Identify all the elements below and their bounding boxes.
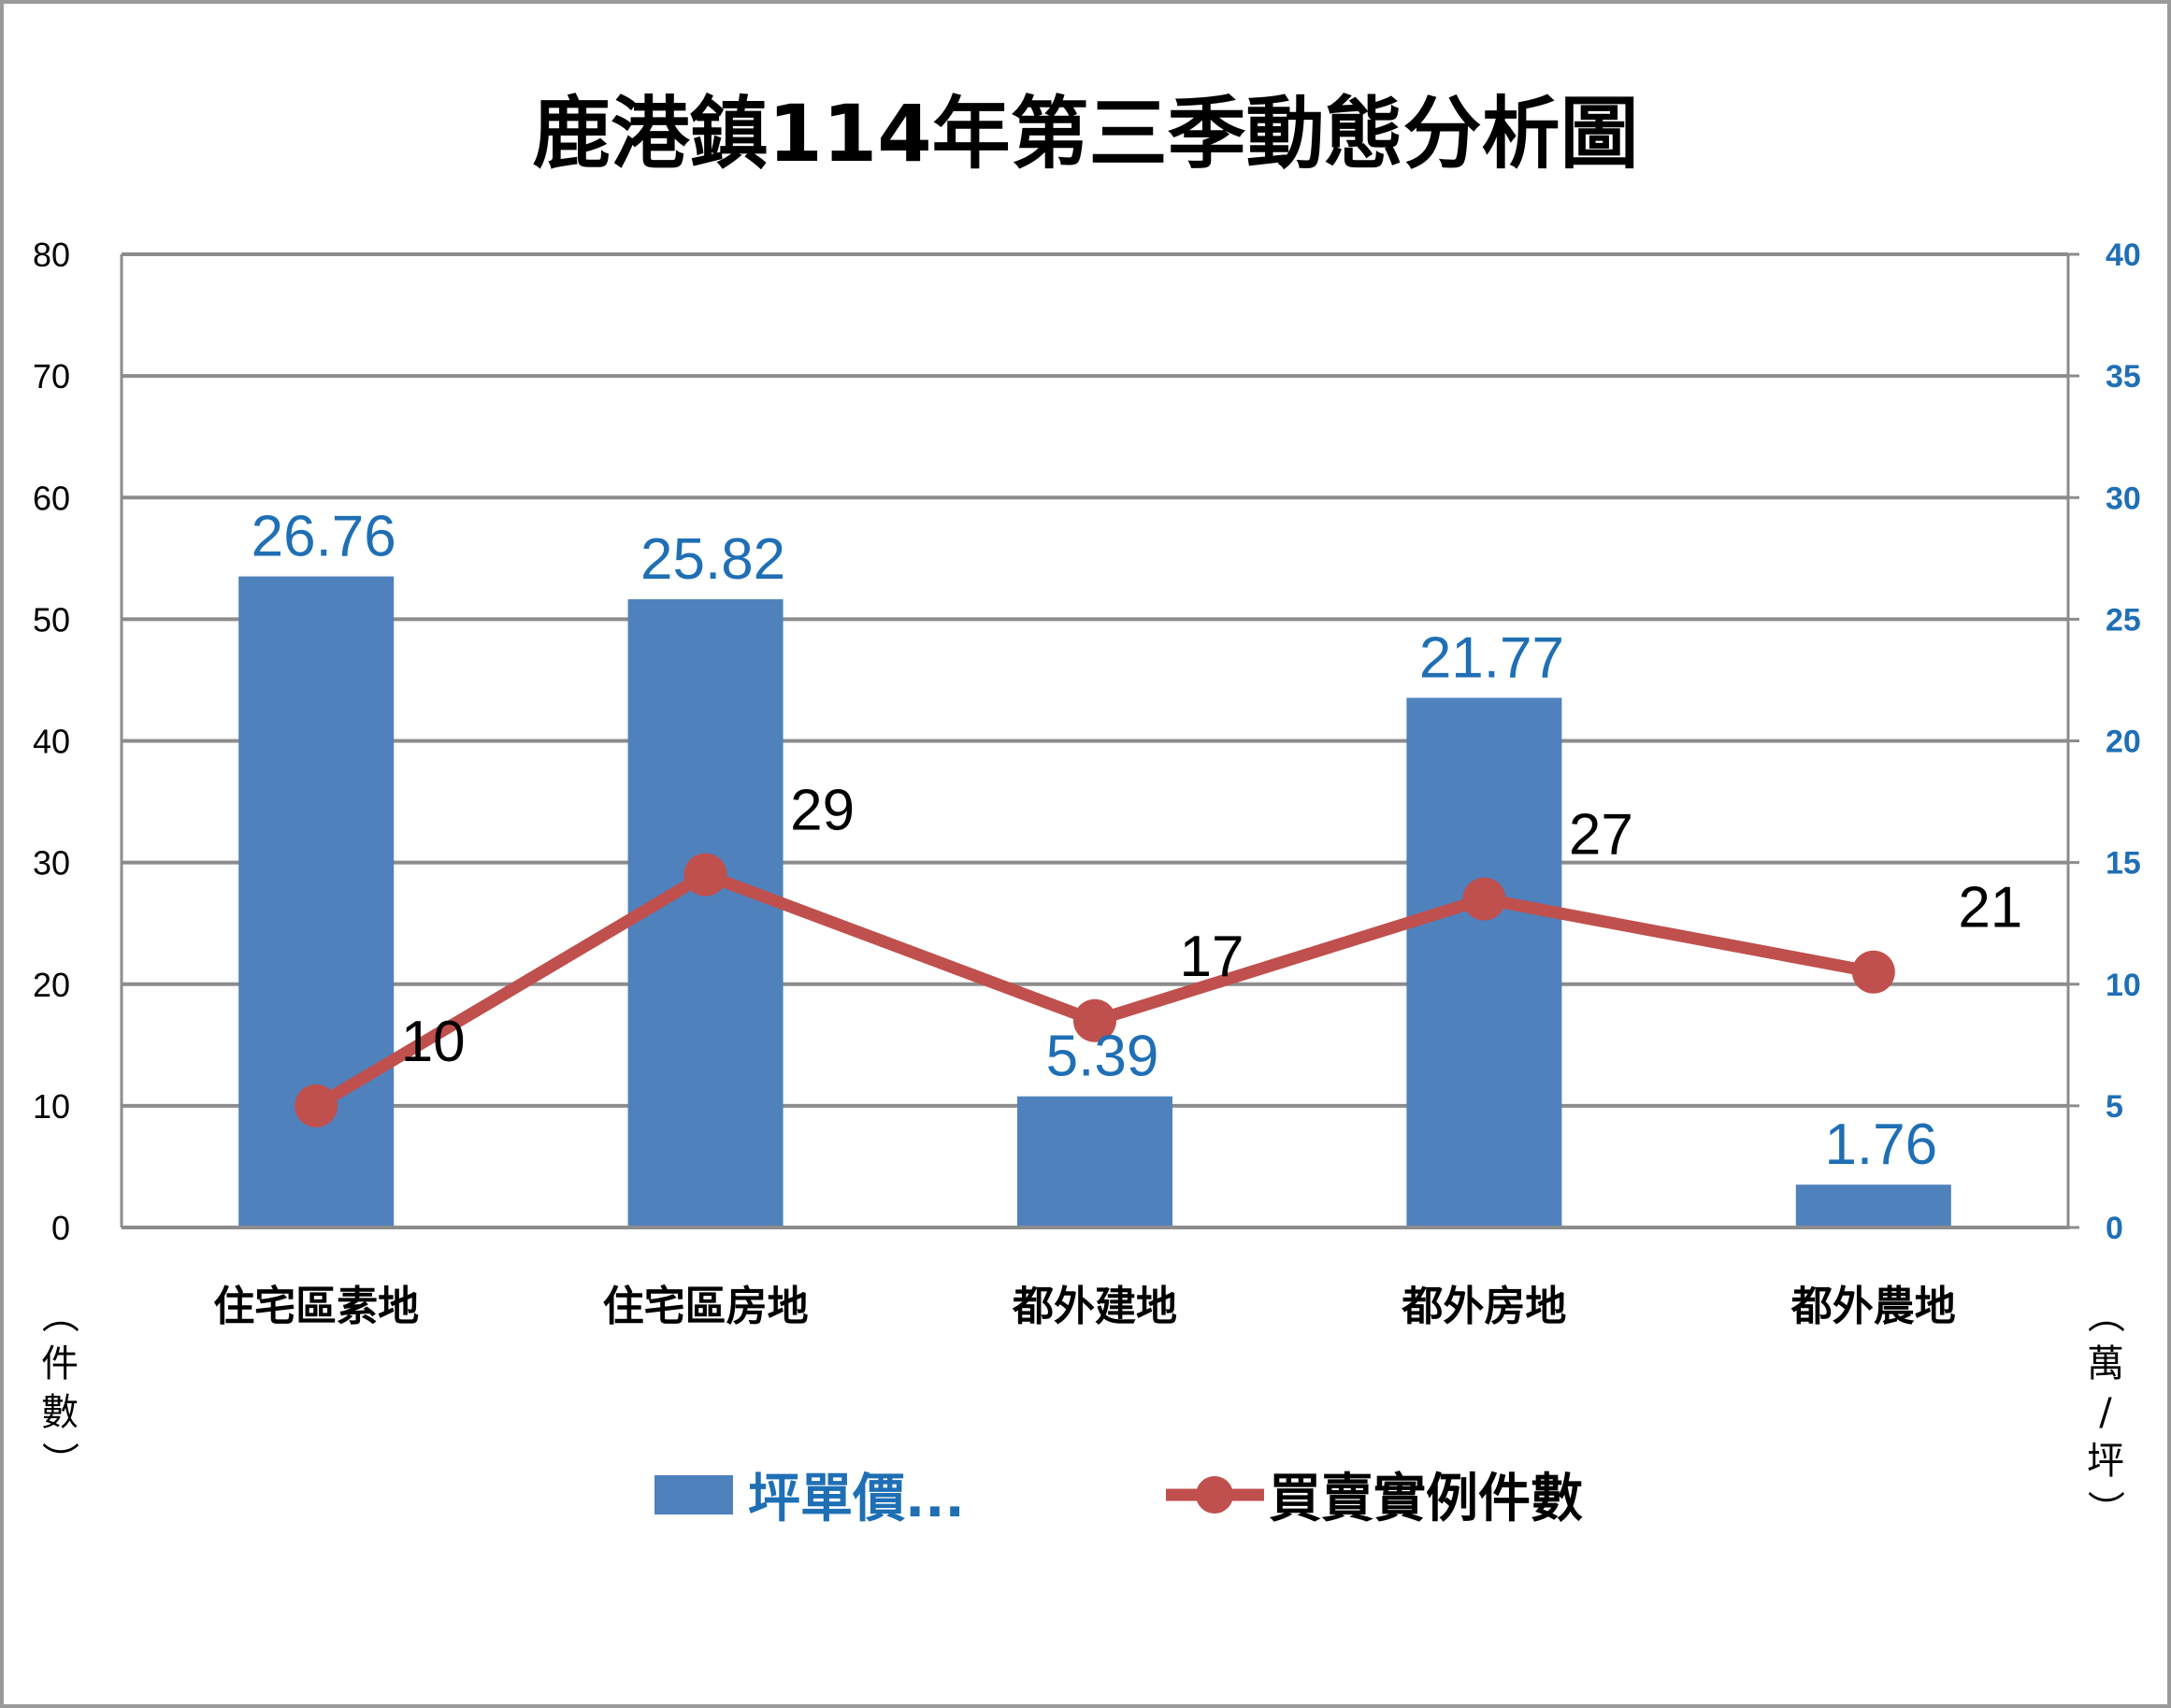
bar <box>1406 697 1562 1227</box>
legend-item-bar: 坪單價... <box>654 1469 965 1529</box>
right-tick-label: 40 <box>2106 237 2141 273</box>
category-label: 都外房地 <box>1401 1283 1566 1330</box>
right-tick-label: 5 <box>2106 1089 2123 1125</box>
line-point <box>1462 877 1506 921</box>
category-label: 都外農地 <box>1790 1283 1956 1330</box>
bar-value-label: 26.76 <box>252 505 396 569</box>
line-series <box>295 853 1895 1127</box>
bar <box>1795 1184 1951 1227</box>
gridlines <box>122 252 2068 1108</box>
left-tick-label: 0 <box>51 1209 70 1247</box>
bar-series <box>238 576 1951 1227</box>
data-labels: 26.76 25.82 5.39 21.77 1.76 10 29 17 27 21 <box>252 505 2023 1178</box>
legend-item-line: 買賣實例件數 <box>1166 1469 1583 1529</box>
legend-line-label: 買賣實例件數 <box>1269 1469 1583 1529</box>
left-tick-label: 60 <box>33 479 70 517</box>
bar-value-label: 21.77 <box>1419 625 1564 690</box>
bar-value-label: 25.82 <box>640 527 785 592</box>
left-tick-label: 40 <box>33 723 70 761</box>
line-point <box>1073 998 1116 1042</box>
right-tick-label: 35 <box>2106 359 2141 395</box>
left-tick-label: 20 <box>33 966 70 1004</box>
right-tick-label: 10 <box>2106 968 2141 1003</box>
axis-titles: （ 件數 ） （ 萬 / 坪 ） <box>37 1296 2126 1528</box>
axis-title-char: ） <box>2083 1490 2126 1528</box>
legend: 坪單價... 買賣實例件數 <box>654 1469 1583 1529</box>
bar <box>1017 1096 1172 1227</box>
line-point <box>295 1084 338 1127</box>
axis-title-char: （ <box>2083 1296 2126 1333</box>
left-tick-label: 10 <box>33 1087 70 1126</box>
axis-title-char: 件 <box>41 1342 79 1385</box>
bar-value-label: 5.39 <box>1046 1025 1159 1089</box>
legend-bar-swatch <box>654 1475 733 1514</box>
category-label: 住宅區房地 <box>603 1283 809 1330</box>
line-value-label: 10 <box>401 1010 466 1074</box>
right-tick-label: 20 <box>2106 725 2141 760</box>
line-value-label: 27 <box>1569 803 1633 868</box>
line-value-label: 29 <box>790 779 855 843</box>
category-labels: 住宅區素地 住宅區房地 都外建地 都外房地 都外農地 <box>213 1283 1956 1330</box>
axis-title-char: 萬 <box>2087 1342 2124 1385</box>
left-tick-label: 80 <box>33 236 70 274</box>
line-point <box>1851 950 1895 994</box>
legend-bar-label: 坪單價... <box>748 1469 965 1529</box>
left-tick-label: 30 <box>33 844 70 883</box>
axis-title-char: 坪 <box>2087 1440 2124 1483</box>
legend-line-marker <box>1196 1476 1233 1514</box>
chart-title: 鹿港鎮114年第三季動態分析圖 <box>532 88 1638 179</box>
axis-title-char: （ <box>37 1296 80 1333</box>
line-point <box>683 853 727 897</box>
axis-title-char: / <box>2099 1391 2112 1434</box>
axes <box>120 252 2079 1229</box>
right-tick-label: 30 <box>2106 481 2141 516</box>
left-tick-label: 70 <box>33 357 70 395</box>
line-value-label: 17 <box>1180 925 1244 989</box>
category-label: 都外建地 <box>1012 1283 1177 1330</box>
left-tick-label: 50 <box>33 600 70 639</box>
axis-title-char: 數 <box>41 1391 79 1434</box>
tick-labels: 0 10 20 30 40 50 60 70 80 0 5 10 15 20 25 30 35 40 <box>33 236 2141 1247</box>
bar-value-label: 1.76 <box>1824 1112 1937 1177</box>
line-value-label: 21 <box>1958 876 2022 940</box>
left-axis-title: （ 件數 ） <box>37 1296 80 1479</box>
bar <box>627 599 784 1227</box>
category-label: 住宅區素地 <box>213 1283 419 1330</box>
axis-title-char: ） <box>37 1442 80 1479</box>
bar <box>238 576 395 1227</box>
right-tick-label: 0 <box>2106 1211 2123 1246</box>
right-tick-label: 25 <box>2106 602 2141 638</box>
right-tick-label: 15 <box>2106 846 2141 882</box>
right-axis-title: （ 萬 / 坪 ） <box>2083 1296 2126 1528</box>
